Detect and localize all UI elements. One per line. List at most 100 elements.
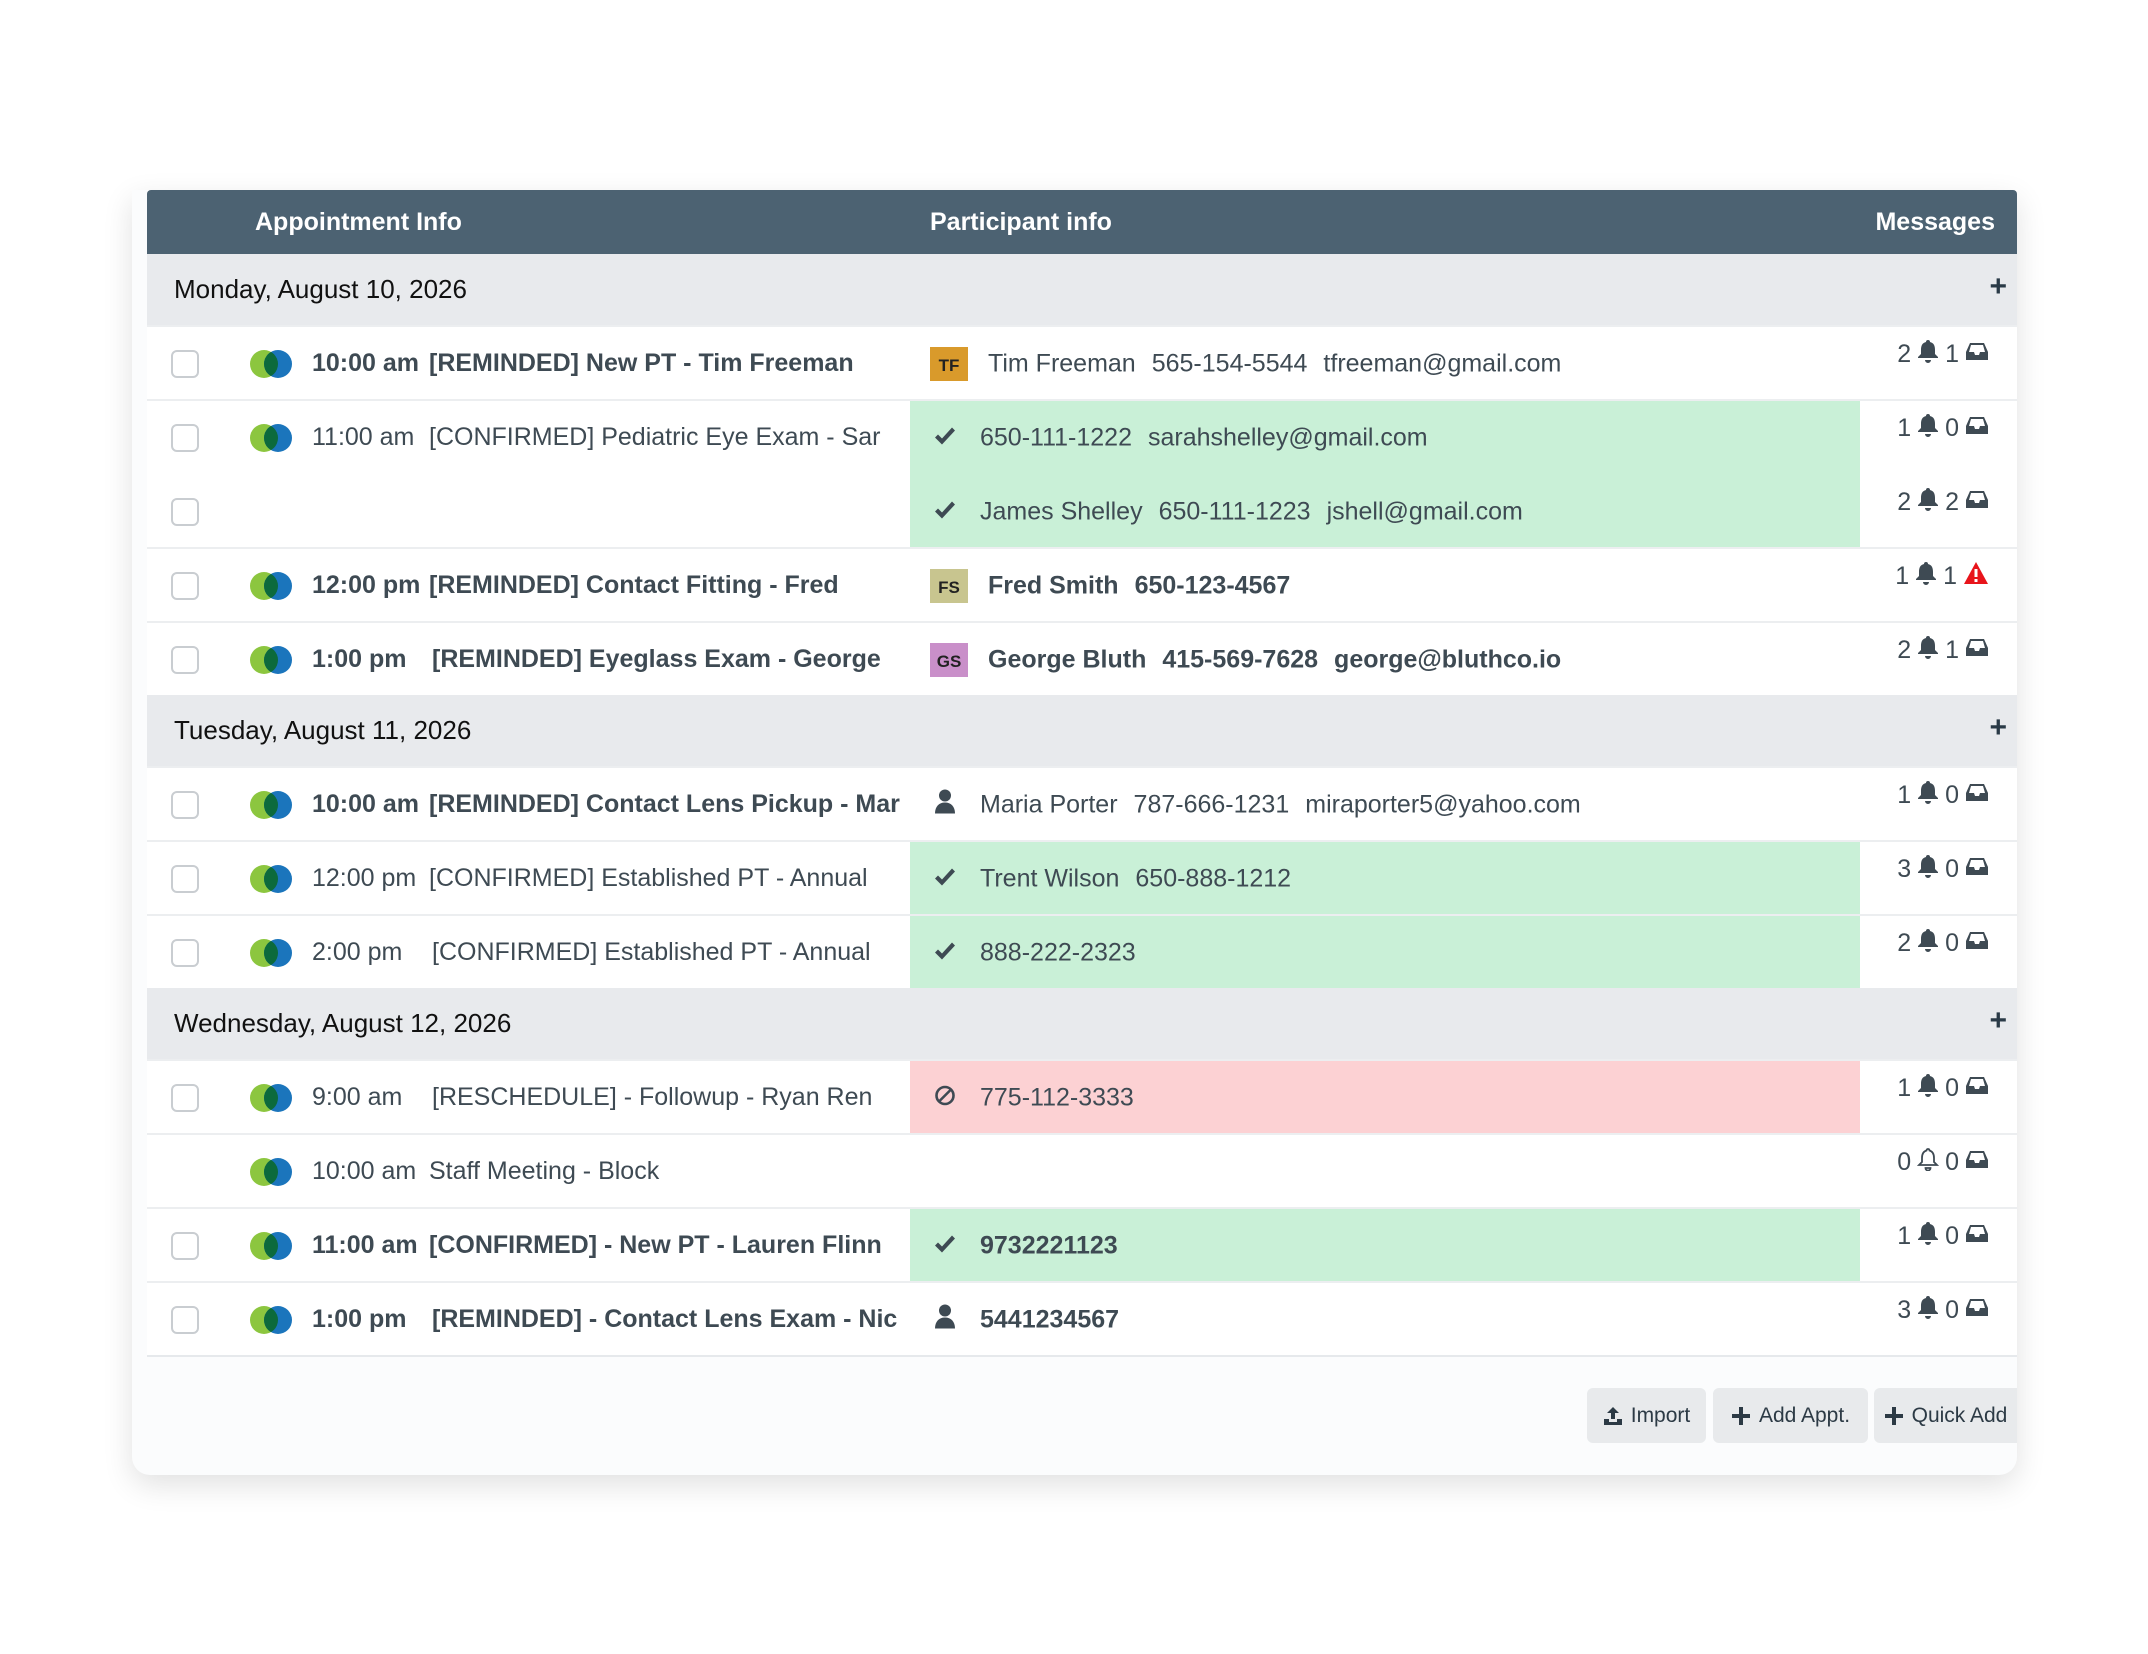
add-to-day-button[interactable]: + (1989, 1004, 2007, 1037)
participant-field[interactable]: sarahshelley@gmail.com (1147, 423, 1428, 452)
inbox-icon[interactable] (1965, 1074, 1989, 1103)
select-checkbox[interactable] (171, 424, 199, 452)
appointment-title[interactable]: [CONFIRMED] Established PT - Annual (432, 938, 871, 966)
participant-field[interactable]: 775-112-3333 (980, 1083, 1134, 1112)
appointment-row[interactable]: 1:00 pm [REMINDED] Eyeglass Exam - George… (147, 621, 2017, 695)
inbox-icon[interactable] (1965, 340, 1989, 369)
appointment-title[interactable]: [REMINDED] Contact Lens Pickup - Mar (429, 790, 900, 818)
appointment-row[interactable]: 1:00 pm [REMINDED] - Contact Lens Exam - … (147, 1281, 2017, 1355)
select-checkbox[interactable] (171, 498, 199, 526)
status-indicator-icon (250, 571, 294, 601)
inbox-icon[interactable] (1965, 488, 1989, 517)
inbox-icon[interactable] (1965, 636, 1989, 665)
appointment-title[interactable]: Staff Meeting - Block (429, 1157, 660, 1185)
appointment-time: 10:00 am (312, 349, 420, 377)
participant-info: 9732221123 (910, 1209, 1860, 1283)
select-checkbox[interactable] (171, 1084, 199, 1112)
appointment-row[interactable]: 10:00 am Staff Meeting - Block 0 0 (147, 1133, 2017, 1207)
warning-icon[interactable] (1963, 561, 1989, 592)
appointment-time: 1:00 pm (312, 645, 407, 673)
participant-field[interactable]: Tim Freeman (988, 349, 1136, 378)
check-icon (934, 1231, 956, 1262)
add-to-day-button[interactable]: + (1989, 711, 2007, 744)
participant-field[interactable]: Trent Wilson (980, 864, 1120, 893)
participant-field[interactable]: 565-154-5544 (1151, 349, 1308, 378)
participant-field[interactable]: 650-888-1212 (1135, 864, 1292, 893)
participant-field[interactable]: 888-222-2323 (980, 938, 1136, 967)
appointment-title[interactable]: [REMINDED] - Contact Lens Exam - Nic (432, 1305, 898, 1333)
participant-field[interactable]: jshell@gmail.com (1326, 497, 1523, 526)
inbox-icon[interactable] (1965, 855, 1989, 884)
status-indicator-icon (250, 790, 294, 820)
reminder-count: 1 (1897, 1222, 1912, 1250)
participant-fields: 775-112-3333 (980, 1084, 1134, 1113)
inbox-icon[interactable] (1965, 1148, 1989, 1177)
select-checkbox[interactable] (171, 865, 199, 893)
participant-field[interactable]: george@bluthco.io (1334, 645, 1562, 674)
select-checkbox[interactable] (171, 572, 199, 600)
appointment-row[interactable]: 12:00 pm [REMINDED] Contact Fitting - Fre… (147, 547, 2017, 621)
participant-fields: 5441234567 (980, 1306, 1119, 1335)
participant-line: 650-111-1222 sarahshelley@gmail.com (910, 401, 1860, 475)
participant-field[interactable]: miraporter5@yahoo.com (1305, 790, 1581, 819)
status-indicator-icon (250, 1083, 294, 1113)
status-indicator-icon (250, 1157, 294, 1187)
select-checkbox[interactable] (171, 1306, 199, 1334)
appointment-row[interactable]: 11:00 am [CONFIRMED] - New PT - Lauren Fl… (147, 1207, 2017, 1283)
inbox-icon[interactable] (1965, 1296, 1989, 1325)
participant-info: 775-112-3333 (910, 1061, 1860, 1135)
appointment-title[interactable]: [REMINDED] New PT - Tim Freeman (429, 349, 854, 377)
inbox-icon[interactable] (1965, 1222, 1989, 1251)
participant-field[interactable]: 650-111-1222 (980, 423, 1132, 452)
appointment-row[interactable]: 10:00 am [REMINDED] New PT - Tim Freeman 2… (147, 325, 2017, 399)
participant-field[interactable]: 650-111-1223 (1158, 497, 1311, 526)
quick-add-button[interactable]: Quick Add (1874, 1388, 2017, 1443)
reminder-count: 2 (1897, 488, 1912, 516)
select-checkbox[interactable] (171, 791, 199, 819)
day-header: Wednesday, August 12, 2026 + (147, 988, 2017, 1059)
appointment-time: 12:00 pm (312, 864, 417, 892)
add-appt-button[interactable]: Add Appt. (1713, 1388, 1868, 1443)
appointment-row[interactable]: 12:00 pm [CONFIRMED] Established PT - Ann… (147, 840, 2017, 916)
import-label: Import (1630, 1403, 1691, 1427)
inbox-icon[interactable] (1965, 929, 1989, 958)
select-checkbox[interactable] (171, 350, 199, 378)
participant-fields: 888-222-2323 (980, 939, 1136, 968)
participant-line: 9732221123 (910, 1209, 1860, 1283)
appointment-title[interactable]: [CONFIRMED] Pediatric Eye Exam - Sar (429, 423, 881, 451)
participant-field[interactable]: James Shelley (980, 497, 1143, 526)
participant-field[interactable]: George Bluth (988, 645, 1147, 674)
participant-field[interactable]: tfreeman@gmail.com (1323, 349, 1562, 378)
participant-field[interactable]: Fred Smith (988, 571, 1119, 600)
appointment-title[interactable]: [REMINDED] Eyeglass Exam - George (432, 645, 881, 673)
participant-info: FS Fred Smith 650-123-4567 (910, 549, 1860, 623)
participant-field[interactable]: Maria Porter (980, 790, 1118, 819)
select-checkbox[interactable] (171, 646, 199, 674)
inbox-icon[interactable] (1965, 414, 1989, 443)
appointment-row[interactable]: 11:00 am [CONFIRMED] Pediatric Eye Exam -… (147, 399, 2017, 549)
appointment-row[interactable]: 2:00 pm [CONFIRMED] Established PT - Annu… (147, 914, 2017, 990)
participant-field[interactable]: 787-666-1231 (1133, 790, 1290, 819)
import-button[interactable]: Import (1587, 1388, 1706, 1443)
add-to-day-button[interactable]: + (1989, 270, 2007, 303)
inbox-icon[interactable] (1965, 781, 1989, 810)
plus-icon (1731, 1406, 1750, 1425)
select-checkbox[interactable] (171, 1232, 199, 1260)
participant-field[interactable]: 415-569-7628 (1162, 645, 1319, 674)
participant-field[interactable]: 650-123-4567 (1134, 571, 1291, 600)
participant-field[interactable]: 5441234567 (980, 1305, 1120, 1334)
appointment-row[interactable]: 9:00 am [RESCHEDULE] - Followup - Ryan Re… (147, 1059, 2017, 1135)
appointment-title[interactable]: [RESCHEDULE] - Followup - Ryan Ren (432, 1083, 873, 1111)
appointment-title[interactable]: [CONFIRMED] Established PT - Annual (429, 864, 868, 892)
appointment-row[interactable]: 10:00 am [REMINDED] Contact Lens Pickup -… (147, 766, 2017, 840)
appointment-title[interactable]: [CONFIRMED] - New PT - Lauren Flinn (429, 1231, 882, 1259)
appointment-time: 2:00 pm (312, 938, 403, 966)
bell-icon (1917, 635, 1939, 666)
appointment-title[interactable]: [REMINDED] Contact Fitting - Fred (429, 571, 839, 599)
reminder-count: 2 (1897, 929, 1912, 957)
participant-field[interactable]: 9732221123 (980, 1231, 1118, 1260)
select-checkbox[interactable] (171, 939, 199, 967)
